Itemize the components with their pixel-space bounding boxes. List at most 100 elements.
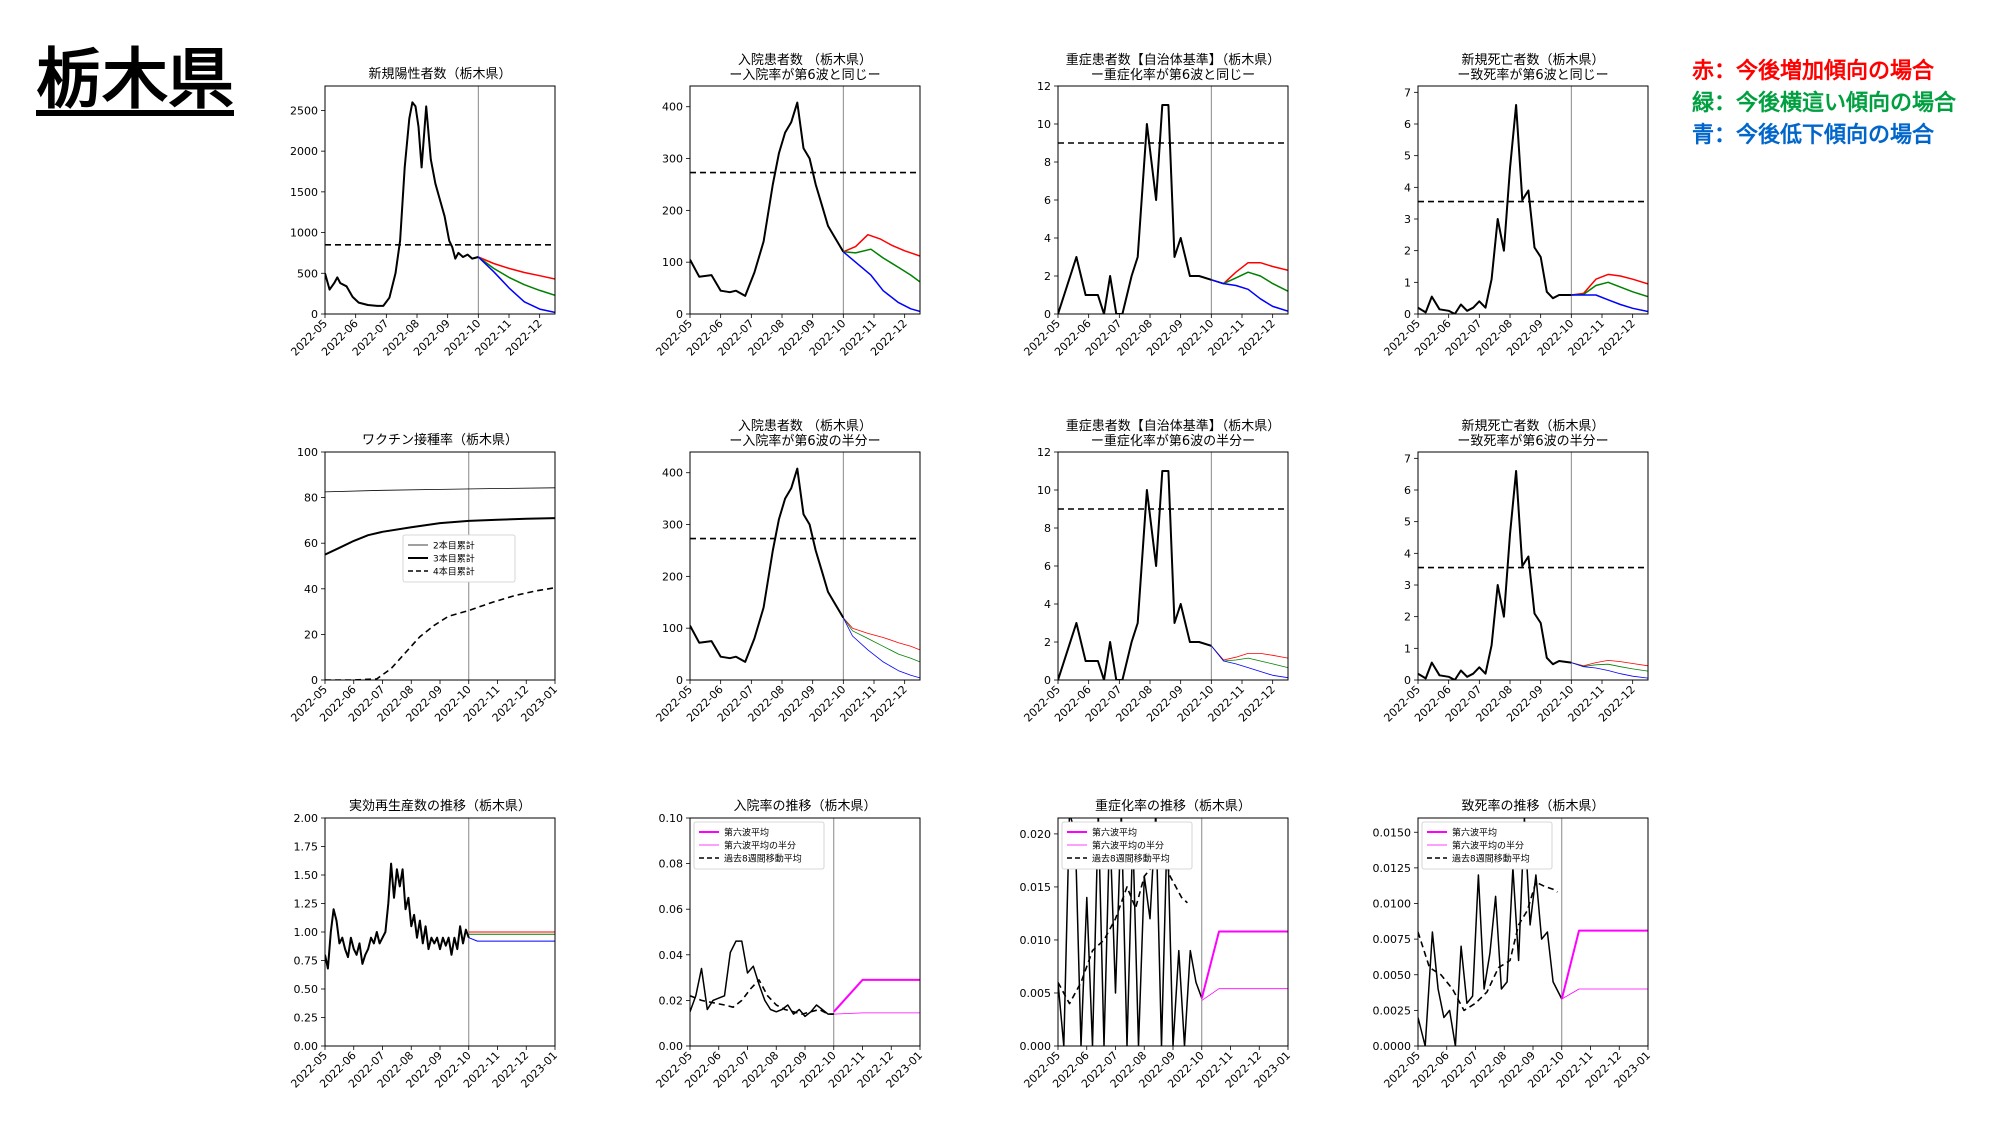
- chart-title: 重症化率の推移（栃木県）: [1095, 798, 1251, 814]
- plot-frame: [1057, 451, 1289, 681]
- plot-frame: [1057, 817, 1289, 1047]
- series-line: [690, 940, 834, 1018]
- y-tick-label: 0.02: [659, 994, 684, 1007]
- series-group: [325, 101, 555, 314]
- chart-title: 新規死亡者数（栃木県）: [1461, 52, 1604, 68]
- legend-label: 過去8週間移動平均: [1092, 853, 1170, 865]
- chart-title: 新規陽性者数（栃木県）: [368, 66, 511, 82]
- y-tick-label: 500: [297, 267, 318, 280]
- plot-frame: [1417, 817, 1649, 1047]
- series-group: [1058, 104, 1288, 314]
- series-line: [1210, 645, 1288, 668]
- series-group: [1418, 470, 1648, 680]
- series-line: [325, 586, 555, 680]
- y-tick-label: 400: [662, 467, 683, 480]
- y-tick-label: 4: [1044, 598, 1051, 611]
- legend-label: 過去8週間移動平均: [1452, 853, 1530, 865]
- series-line: [1418, 104, 1572, 314]
- legend-box: [693, 821, 825, 870]
- y-tick-label: 2: [1044, 636, 1051, 649]
- chart-4: 新規死亡者数（栃木県）ー致死率が第6波と同じー012345672022-0520…: [1381, 52, 1649, 359]
- y-tick-label: 20: [304, 628, 318, 641]
- y-tick-label: 100: [662, 622, 683, 635]
- series-line: [1418, 470, 1572, 680]
- plot-frame: [689, 817, 921, 1047]
- y-tick-label: 200: [662, 570, 683, 583]
- legend-box: [1421, 821, 1553, 870]
- y-tick-label: 12: [1037, 80, 1051, 93]
- series-line: [833, 978, 920, 1013]
- y-tick-label: 300: [662, 519, 683, 532]
- chart-title: 入院患者数 （栃木県）: [738, 53, 872, 68]
- chart-title: ワクチン接種率（栃木県）: [362, 432, 518, 448]
- series-line: [325, 487, 555, 493]
- series-line: [833, 1012, 920, 1015]
- y-tick-label: 0.000: [1020, 1040, 1052, 1053]
- chart-title: 重症患者数【自治体基準】（栃木県）: [1066, 418, 1281, 434]
- series-line: [1571, 294, 1648, 313]
- chart-title: 入院率の推移（栃木県）: [733, 798, 876, 814]
- y-tick-label: 0.020: [1020, 828, 1052, 841]
- scenario-legend-decrease: 青：今後低下傾向の場合: [1692, 123, 1935, 148]
- y-tick-label: 0.0125: [1373, 862, 1412, 875]
- y-tick-label: 0.50: [294, 983, 319, 996]
- y-tick-label: 7: [1404, 86, 1411, 99]
- y-tick-label: 1.25: [294, 898, 319, 911]
- y-tick-label: 12: [1037, 446, 1051, 459]
- y-tick-label: 200: [662, 204, 683, 217]
- y-tick-label: 0: [311, 674, 318, 687]
- y-tick-label: 2500: [290, 104, 318, 117]
- series-group: [1418, 104, 1648, 314]
- y-tick-label: 2: [1044, 270, 1051, 283]
- chart-title: 新規死亡者数（栃木県）: [1461, 418, 1604, 434]
- plot-frame: [689, 85, 921, 315]
- plot-frame: [324, 85, 556, 315]
- plot-frame: [1417, 85, 1649, 315]
- y-tick-label: 2.00: [294, 812, 319, 825]
- y-tick-label: 6: [1044, 194, 1051, 207]
- chart-1: 新規陽性者数（栃木県）050010001500200025002022-0520…: [288, 66, 556, 359]
- y-tick-label: 0.10: [659, 812, 684, 825]
- y-tick-label: 0: [1044, 308, 1051, 321]
- chart-subtitle: ー重症化率が第6波の半分ー: [1091, 433, 1255, 449]
- series-line: [1210, 645, 1288, 661]
- y-tick-label: 0.04: [659, 949, 684, 962]
- legend-label: 第六波平均の半分: [1092, 840, 1164, 852]
- y-tick-label: 6: [1044, 560, 1051, 573]
- series-line: [1418, 818, 1563, 1046]
- chart-5: ワクチン接種率（栃木県）0204060801002022-052022-0620…: [288, 432, 560, 725]
- y-tick-label: 0.0100: [1373, 898, 1412, 911]
- y-tick-label: 3: [1404, 213, 1411, 226]
- series-group: [690, 467, 920, 679]
- chart-6: 入院患者数 （栃木県）ー入院率が第6波の半分ー01002003004002022…: [653, 419, 921, 725]
- series-line: [842, 251, 920, 313]
- series-line: [1571, 273, 1648, 296]
- y-tick-label: 6: [1404, 118, 1411, 131]
- y-tick-label: 0.08: [659, 858, 684, 871]
- chart-title: 入院患者数 （栃木県）: [738, 419, 872, 434]
- series-line: [1211, 271, 1288, 292]
- y-tick-label: 0: [1404, 308, 1411, 321]
- legend-label: 2本目累計: [433, 540, 475, 552]
- y-tick-label: 1500: [290, 186, 318, 199]
- series-group: [690, 101, 920, 313]
- y-tick-label: 4: [1404, 181, 1411, 194]
- y-tick-label: 2: [1404, 245, 1411, 258]
- series-line: [842, 617, 920, 679]
- chart-subtitle: ー入院率が第6波の半分ー: [729, 433, 880, 449]
- series-line: [1200, 930, 1288, 999]
- y-tick-label: 0.00: [294, 1040, 319, 1053]
- y-tick-label: 1000: [290, 227, 318, 240]
- y-tick-label: 0: [676, 674, 683, 687]
- series-line: [690, 467, 845, 663]
- y-tick-label: 80: [304, 492, 318, 505]
- series-line: [1211, 279, 1288, 312]
- y-tick-label: 0.0050: [1373, 969, 1412, 982]
- chart-title: 実効再生産数の推移（栃木県）: [349, 798, 531, 814]
- chart-title: 重症患者数【自治体基準】（栃木県）: [1066, 52, 1281, 68]
- series-group: [1058, 470, 1288, 680]
- y-tick-label: 4: [1404, 547, 1411, 560]
